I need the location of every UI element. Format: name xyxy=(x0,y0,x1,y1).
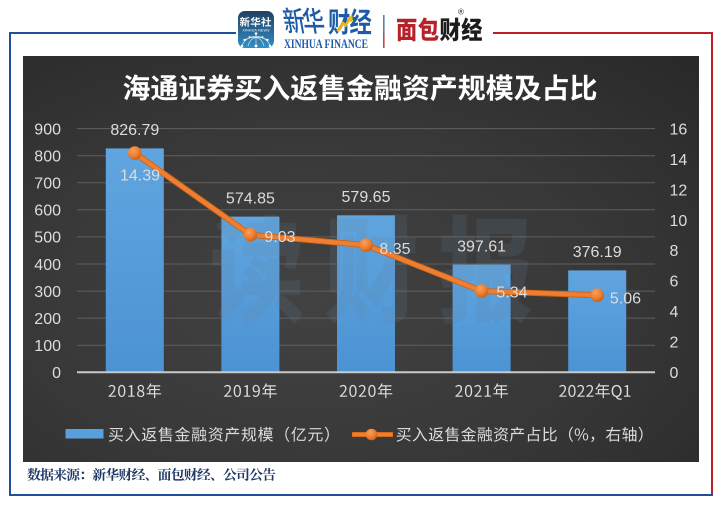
svg-text:600: 600 xyxy=(34,203,61,220)
svg-text:16: 16 xyxy=(670,121,688,138)
svg-text:10: 10 xyxy=(670,213,688,230)
svg-text:14: 14 xyxy=(670,152,688,169)
svg-text:5.06: 5.06 xyxy=(610,290,641,307)
svg-text:2: 2 xyxy=(670,335,679,352)
svg-text:12: 12 xyxy=(670,182,688,199)
svg-text:574.85: 574.85 xyxy=(226,190,275,207)
svg-text:100: 100 xyxy=(34,338,61,355)
svg-text:400: 400 xyxy=(34,257,61,274)
svg-text:700: 700 xyxy=(34,176,61,193)
svg-text:4: 4 xyxy=(670,304,679,321)
svg-text:14.39: 14.39 xyxy=(120,167,160,184)
svg-text:397.61: 397.61 xyxy=(457,238,506,255)
svg-text:900: 900 xyxy=(34,121,61,138)
svg-text:826.79: 826.79 xyxy=(110,122,159,139)
svg-text:500: 500 xyxy=(34,230,61,247)
svg-text:8.35: 8.35 xyxy=(379,241,410,258)
svg-text:XINHUA NEWS: XINHUA NEWS xyxy=(242,29,270,33)
svg-text:®: ® xyxy=(458,8,464,17)
svg-text:9.03: 9.03 xyxy=(264,229,295,246)
svg-text:6: 6 xyxy=(670,274,679,291)
svg-text:5.34: 5.34 xyxy=(496,285,527,302)
svg-text:0: 0 xyxy=(52,365,61,382)
svg-text:XINHUA FINANCE: XINHUA FINANCE xyxy=(284,37,368,51)
svg-text:376.19: 376.19 xyxy=(573,244,622,261)
svg-text:800: 800 xyxy=(34,149,61,166)
svg-text:0: 0 xyxy=(670,365,679,382)
svg-text:200: 200 xyxy=(34,311,61,328)
svg-text:579.65: 579.65 xyxy=(342,189,391,206)
svg-text:8: 8 xyxy=(670,243,679,260)
svg-text:300: 300 xyxy=(34,284,61,301)
